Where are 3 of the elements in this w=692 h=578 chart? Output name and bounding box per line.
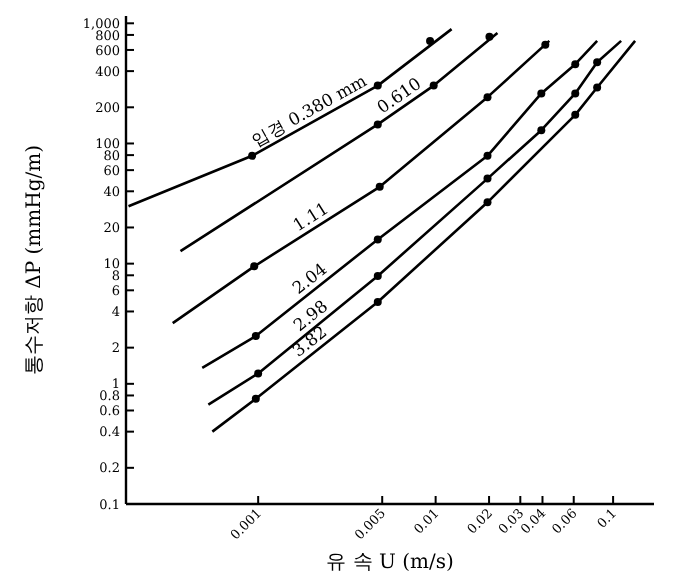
text: 1.11	[290, 199, 333, 237]
x-axis-title: 유 속 U (m/s)	[326, 552, 454, 574]
y-axis-title: 통수저항 ΔP (mmHg/m)	[24, 144, 46, 376]
